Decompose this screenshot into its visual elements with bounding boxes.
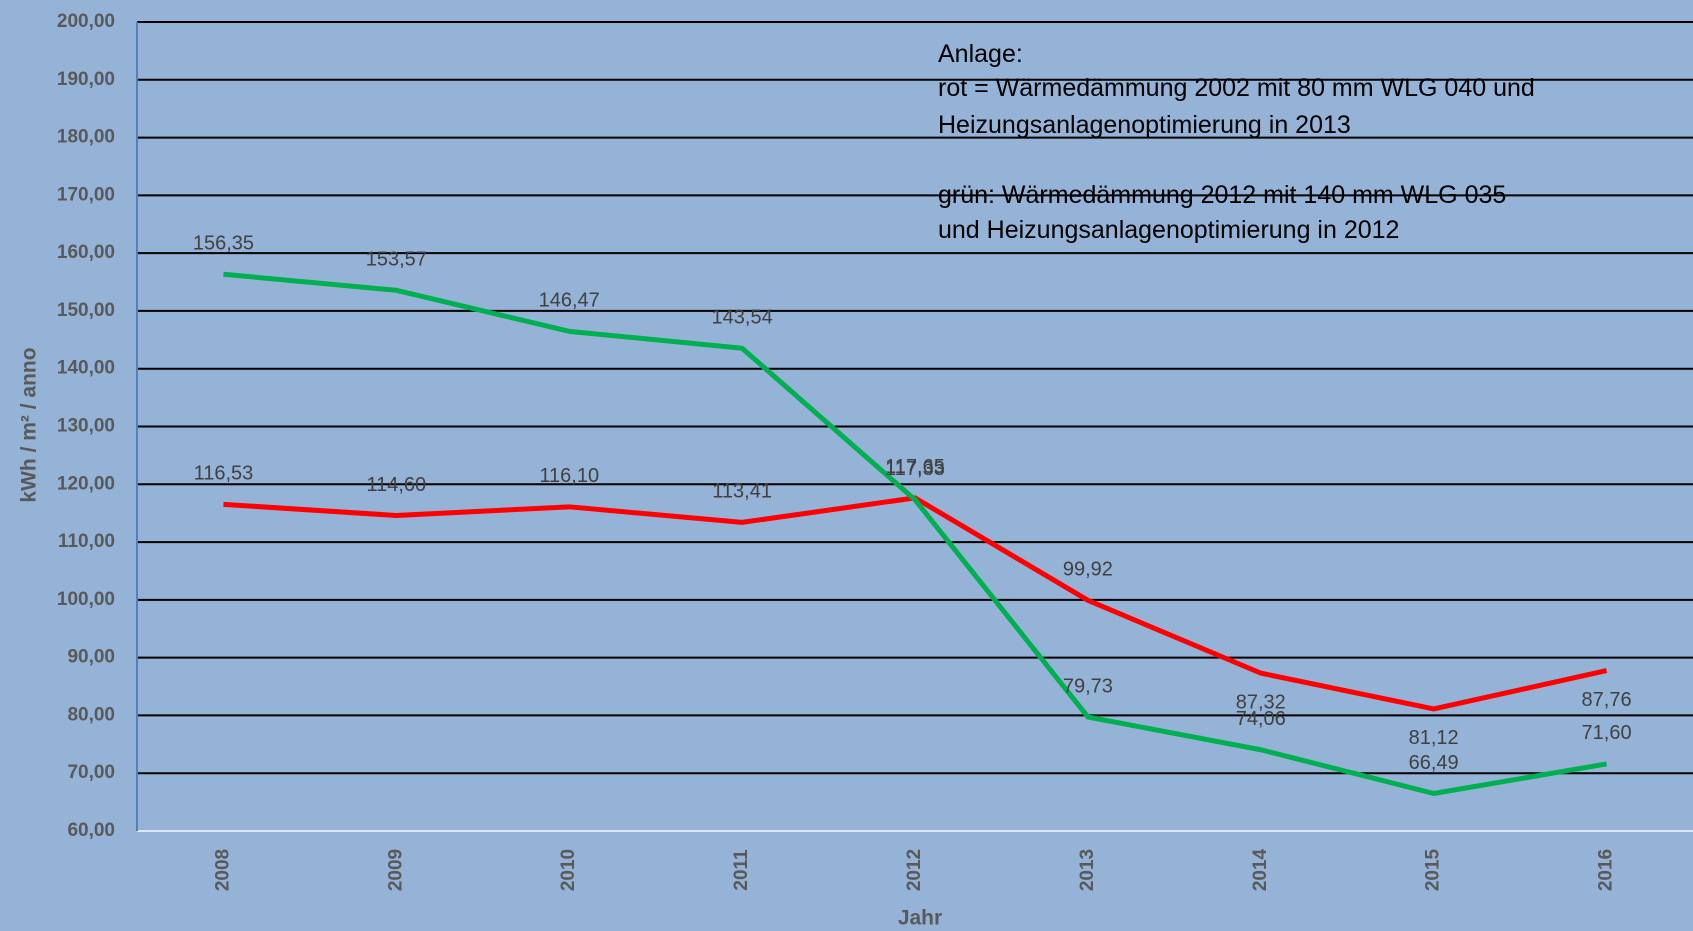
y-tick-label: 170,00	[57, 184, 115, 205]
y-tick-label: 180,00	[57, 127, 115, 148]
data-label: 71,60	[1582, 722, 1632, 744]
y-tick-label: 90,00	[67, 647, 115, 668]
data-label: 81,12	[1409, 727, 1459, 749]
data-label: 87,32	[1236, 691, 1286, 713]
y-tick-label: 190,00	[57, 69, 115, 90]
x-tick-label: 2011	[731, 849, 752, 891]
y-tick-label: 60,00	[67, 820, 115, 841]
x-axis-label: Jahr	[898, 907, 942, 930]
y-tick-label: 160,00	[57, 242, 115, 263]
x-tick-label: 2014	[1250, 848, 1271, 891]
data-label: 99,92	[1063, 559, 1113, 581]
series-line	[223, 495, 1608, 712]
data-label: 153,57	[366, 249, 427, 271]
x-tick-label: 2013	[1077, 849, 1098, 891]
data-label: 87,76	[1582, 689, 1632, 711]
series-line	[223, 271, 1607, 796]
x-tick-label: 2016	[1596, 849, 1617, 891]
x-tick-label: 2012	[904, 849, 925, 891]
y-tick-label: 110,00	[58, 531, 115, 552]
y-tick-label: 70,00	[67, 762, 115, 783]
data-label: 117,33	[885, 458, 945, 480]
y-tick-label: 80,00	[67, 704, 115, 725]
data-label: 74,06	[1236, 708, 1286, 730]
y-tick-label: 120,00	[57, 473, 115, 494]
x-tick-label: 2009	[385, 849, 406, 891]
data-label: 114,60	[366, 474, 426, 496]
data-label: 143,54	[712, 307, 773, 329]
y-tick-label: 130,00	[57, 416, 115, 437]
data-label: 79,73	[1063, 675, 1113, 697]
data-label: 66,49	[1409, 752, 1459, 774]
y-tick-label: 100,00	[57, 589, 115, 610]
data-label: 146,47	[539, 290, 600, 312]
data-label: 116,53	[194, 463, 254, 485]
annotation: Heizungsanlagenoptimierung in 2013	[938, 111, 1351, 139]
x-tick-label: 2010	[558, 849, 579, 891]
annotation: und Heizungsanlagenoptimierung in 2012	[938, 216, 1399, 244]
y-tick-label: 200,00	[57, 11, 115, 32]
data-label: 156,35	[193, 233, 254, 255]
x-tick-label: 2015	[1423, 848, 1444, 891]
data-label: 117,65	[885, 456, 945, 478]
y-tick-label: 150,00	[57, 300, 115, 321]
data-label: 113,41	[712, 481, 772, 503]
x-tick-label: 2008	[212, 849, 233, 891]
y-axis-label: kWh / m² / anno	[18, 347, 41, 502]
annotation: rot = Wärmedämmung 2002 mit 80 mm WLG 04…	[938, 74, 1535, 102]
y-tick-label: 140,00	[57, 358, 115, 379]
annotation: Anlage:	[938, 40, 1023, 68]
annotation: grün: Wärmedämmung 2012 mit 140 mm WLG 0…	[938, 181, 1506, 209]
data-label: 116,10	[539, 465, 599, 487]
